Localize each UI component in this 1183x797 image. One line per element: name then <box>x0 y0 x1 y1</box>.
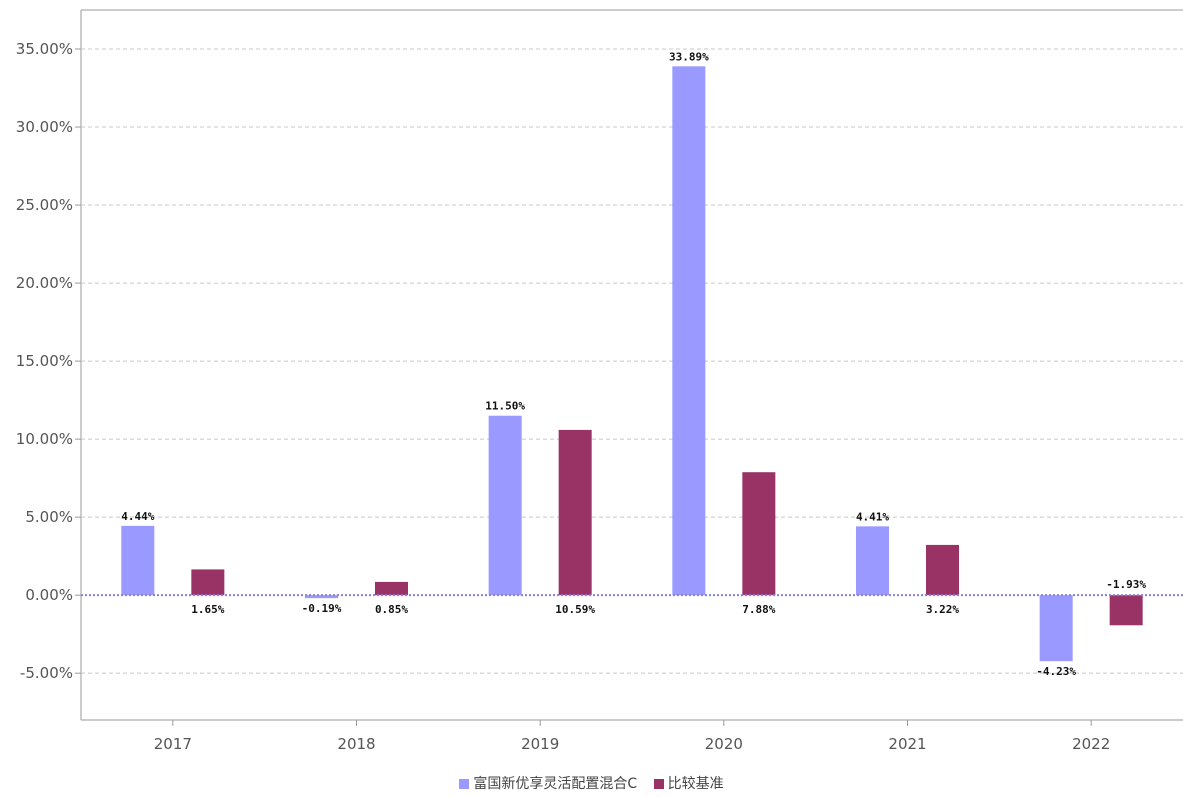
legend-item-series-2: 比较基准 <box>653 773 724 793</box>
y-tick-label: 30.00% <box>16 118 73 136</box>
data-label: 33.89% <box>669 50 709 63</box>
y-tick-label: 20.00% <box>16 274 73 292</box>
legend-item-series-1: 富国新优享灵活配置混合C <box>459 773 637 793</box>
data-label: 1.65% <box>191 603 224 616</box>
data-label: 3.22% <box>926 603 959 616</box>
data-label: 10.59% <box>555 603 595 616</box>
x-tick-label: 2019 <box>521 735 559 753</box>
data-label: -0.19% <box>302 602 342 615</box>
bar-fund <box>305 595 338 599</box>
y-tick-label: 35.00% <box>16 40 73 58</box>
y-tick-label: 15.00% <box>16 352 73 370</box>
legend-swatch-series-1 <box>459 779 470 789</box>
y-tick-label: -5.00% <box>20 664 73 682</box>
x-tick-label: 2017 <box>154 735 192 753</box>
data-label: 11.50% <box>485 400 525 413</box>
x-tick-label: 2022 <box>1072 735 1110 753</box>
x-tick-label: 2018 <box>337 735 375 753</box>
legend-label-series-2: 比较基准 <box>667 776 724 792</box>
y-tick-label: 10.00% <box>16 430 73 448</box>
legend-label-series-1: 富国新优享灵活配置混合C <box>473 776 638 792</box>
y-tick-label: 25.00% <box>16 196 73 214</box>
bar-benchmark <box>558 429 592 596</box>
bar-fund <box>672 66 706 596</box>
bar-benchmark <box>191 569 225 596</box>
y-tick-label: 5.00% <box>25 508 73 526</box>
bar-benchmark <box>742 472 776 596</box>
y-tick-label: 0.00% <box>25 586 73 604</box>
x-tick-label: 2021 <box>888 735 926 753</box>
x-tick-label: 2020 <box>705 735 743 753</box>
data-label: -4.23% <box>1036 665 1076 678</box>
data-label: 7.88% <box>742 603 775 616</box>
data-label: 4.41% <box>856 510 889 523</box>
bar-fund <box>1039 595 1073 662</box>
bar-fund <box>121 525 155 596</box>
data-label: 4.44% <box>121 510 154 523</box>
data-label: -1.93% <box>1106 578 1146 591</box>
legend-swatch-series-2 <box>653 779 664 789</box>
data-label: 0.85% <box>375 603 408 616</box>
bar-benchmark <box>1109 595 1143 626</box>
bar-fund <box>488 415 522 596</box>
bar-fund <box>856 526 889 596</box>
bar-benchmark <box>375 581 408 596</box>
bar-benchmark <box>926 544 959 596</box>
chart-legend: 富国新优享灵活配置混合C 比较基准 <box>0 773 1183 793</box>
